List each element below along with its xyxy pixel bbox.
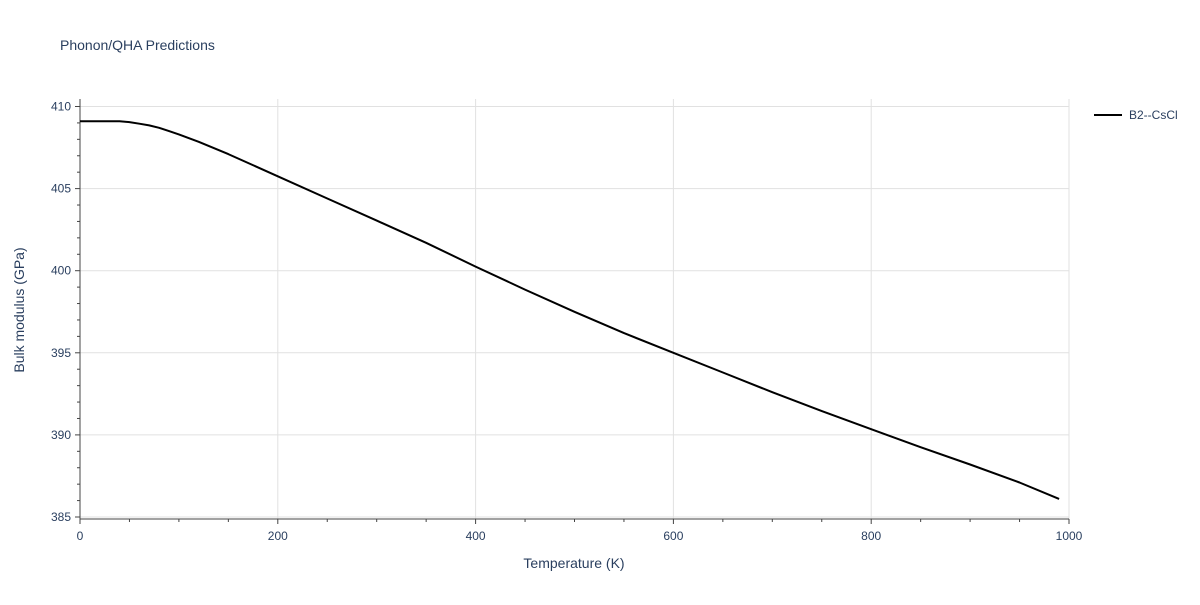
y-tick-label: 405 xyxy=(51,182,71,196)
x-tick-label: 1000 xyxy=(1056,529,1083,543)
y-tick-label: 410 xyxy=(51,100,71,114)
y-tick-label: 400 xyxy=(51,264,71,278)
axes: 0 200 400 600 800 1000 385 390 395 400 405 410 xyxy=(51,99,1083,543)
plot-area xyxy=(80,120,1060,500)
series-line xyxy=(80,120,1060,500)
x-tick-label: 200 xyxy=(268,529,288,543)
y-tick-label: 385 xyxy=(51,510,71,524)
chart-title: Phonon/QHA Predictions xyxy=(60,37,215,53)
legend-label: B2--CsCl xyxy=(1129,108,1178,122)
x-axis-label: Temperature (K) xyxy=(523,555,624,571)
x-tick-label: 0 xyxy=(77,529,84,543)
x-tick-label: 800 xyxy=(861,529,881,543)
x-tick-label: 600 xyxy=(663,529,683,543)
y-tick-label: 390 xyxy=(51,428,71,442)
grid xyxy=(80,99,1070,519)
y-tick-label: 395 xyxy=(51,346,71,360)
x-tick-label: 400 xyxy=(466,529,486,543)
y-axis-label: Bulk modulus (GPa) xyxy=(11,247,27,372)
legend[interactable]: B2--CsCl xyxy=(1094,108,1178,122)
